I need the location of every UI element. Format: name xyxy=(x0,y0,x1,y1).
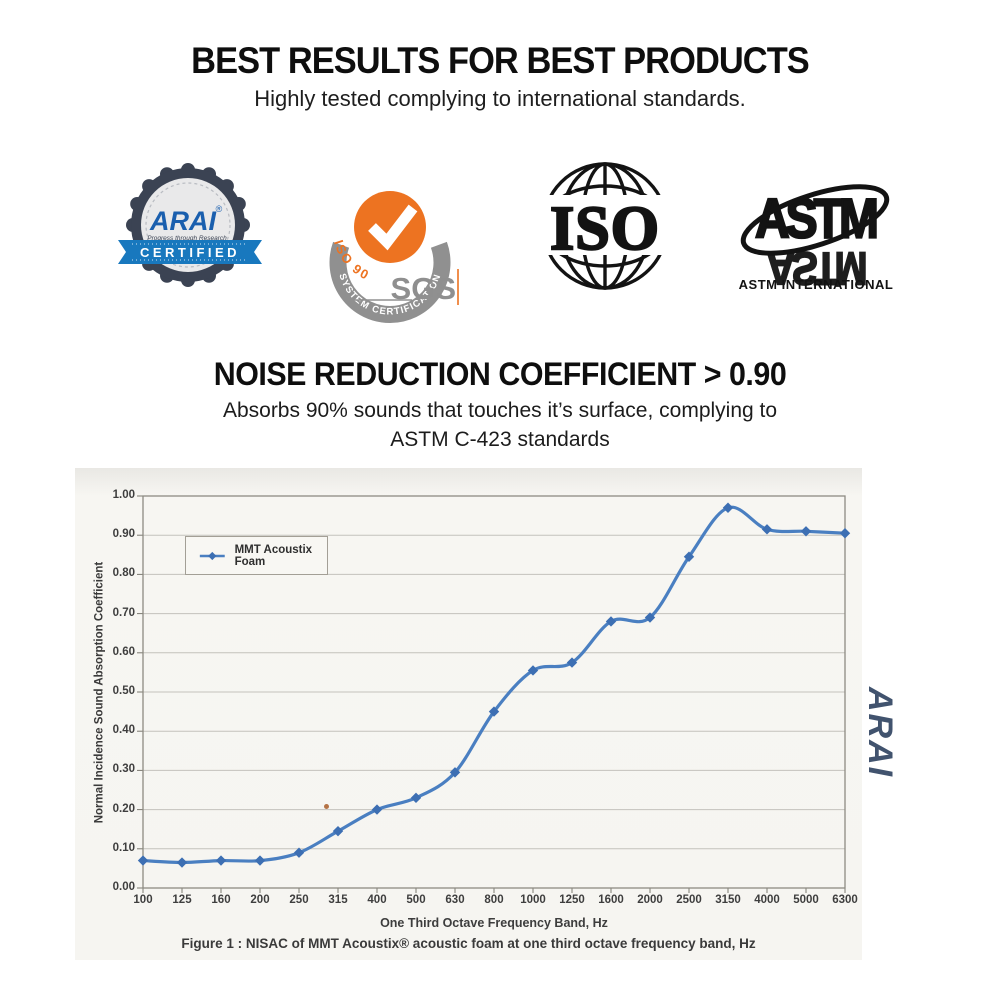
sgs-checkmark-icon xyxy=(368,204,418,251)
x-tick-label: 1250 xyxy=(559,894,585,906)
astm-logo: ASTM ASTM ASTM INTERNATIONAL xyxy=(737,158,895,300)
arai-watermark: ARAI xyxy=(861,687,899,779)
chart-legend: MMT Acoustix Foam xyxy=(185,536,328,575)
x-tick-label: 4000 xyxy=(754,894,780,906)
x-tick-label: 400 xyxy=(367,894,387,906)
scan-artifact-dot xyxy=(324,804,329,809)
x-tick-label: 1600 xyxy=(598,894,624,906)
x-tick-label: 2000 xyxy=(637,894,663,906)
y-tick-label: 0.30 xyxy=(112,763,135,776)
iso-text-band xyxy=(525,195,686,255)
arai-ribbon xyxy=(118,240,262,264)
y-tick-label: 0.70 xyxy=(112,606,135,619)
x-tick-label: 160 xyxy=(211,894,231,906)
x-tick-label: 500 xyxy=(406,894,426,906)
astm-brand-text: ASTM xyxy=(755,187,876,249)
y-tick-label: 0.50 xyxy=(112,685,135,697)
x-tick-label: 100 xyxy=(133,894,153,906)
x-tick-label: 125 xyxy=(172,894,192,906)
x-tick-label: 2500 xyxy=(676,894,702,906)
sgs-check-circle xyxy=(354,191,426,263)
y-tick-label: 0.10 xyxy=(112,841,135,854)
nrc-line-chart xyxy=(137,495,851,893)
x-tick-label: 250 xyxy=(289,894,309,906)
sgs-arch xyxy=(329,241,451,323)
nrc-title: NOISE REDUCTION COEFFICIENT > 0.90 xyxy=(213,356,787,392)
x-tick-label: 3150 xyxy=(715,894,741,906)
arai-badge-icon: ARAI ® Progress through Research CERTIFI… xyxy=(118,163,262,287)
astm-caption: ASTM INTERNATIONAL xyxy=(739,277,894,292)
iso-globe-icon: ISO xyxy=(525,162,686,290)
arai-badge-dashed-ring xyxy=(145,182,231,268)
y-tick-label: 0.20 xyxy=(112,802,135,815)
chart-x-axis-title: One Third Octave Frequency Band, Hz xyxy=(380,916,608,930)
iso-logo: ISO xyxy=(523,160,688,292)
arai-ribbon-label: CERTIFIED xyxy=(140,245,240,260)
legend-series-label: MMT Acoustix Foam xyxy=(234,543,313,568)
y-tick-label: 0.60 xyxy=(112,645,135,658)
page-title: BEST RESULTS FOR BEST PRODUCTS xyxy=(191,40,810,81)
legend-series-marker-icon xyxy=(199,551,225,560)
sgs-badge-icon: SYSTEM CERTIFICATION ISO 9001 SGS xyxy=(313,141,459,323)
y-tick-label: 0.40 xyxy=(112,724,135,737)
y-tick-label: 0.90 xyxy=(112,528,135,541)
y-tick-label: 0.80 xyxy=(112,567,135,580)
arai-tagline: Progress through Research xyxy=(147,235,227,242)
x-tick-label: 1000 xyxy=(520,894,546,906)
x-tick-label: 630 xyxy=(445,894,465,906)
sgs-brand-text: SGS xyxy=(391,271,456,306)
y-tick-label: 0.00 xyxy=(112,881,135,893)
x-tick-label: 5000 xyxy=(793,894,819,906)
x-tick-label: 800 xyxy=(484,894,504,906)
iso-brand-text: ISO xyxy=(550,195,660,263)
nrc-chart-scan: Normal Incidence Sound Absorption Coeffi… xyxy=(75,468,862,960)
nrc-subtitle: Absorbs 90% sounds that touches it’s sur… xyxy=(0,396,1000,454)
arai-brand-text: ARAI xyxy=(149,206,216,236)
arai-certified-logo: ARAI ® Progress through Research CERTIFI… xyxy=(116,158,264,300)
nrc-subtitle-line2: ASTM C-423 standards xyxy=(390,428,610,451)
nrc-subtitle-line1: Absorbs 90% sounds that touches it’s sur… xyxy=(222,399,778,422)
astm-orbit-ring xyxy=(740,184,890,256)
x-tick-label: 315 xyxy=(328,894,348,906)
page-subtitle: Highly tested complying to international… xyxy=(254,86,746,111)
y-tick-label: 1.00 xyxy=(112,489,135,501)
x-tick-label: 200 xyxy=(250,894,270,906)
astm-globe-icon: ASTM ASTM ASTM INTERNATIONAL xyxy=(739,184,894,294)
arai-registered-mark: ® xyxy=(216,204,223,214)
sgs-iso9001-logo: SYSTEM CERTIFICATION ISO 9001 SGS xyxy=(313,141,463,323)
x-tick-label: 6300 xyxy=(832,894,858,906)
arai-ribbon-dotted-border xyxy=(132,243,248,261)
chart-caption: Figure 1 : NISAC of MMT Acoustix® acoust… xyxy=(181,936,756,951)
